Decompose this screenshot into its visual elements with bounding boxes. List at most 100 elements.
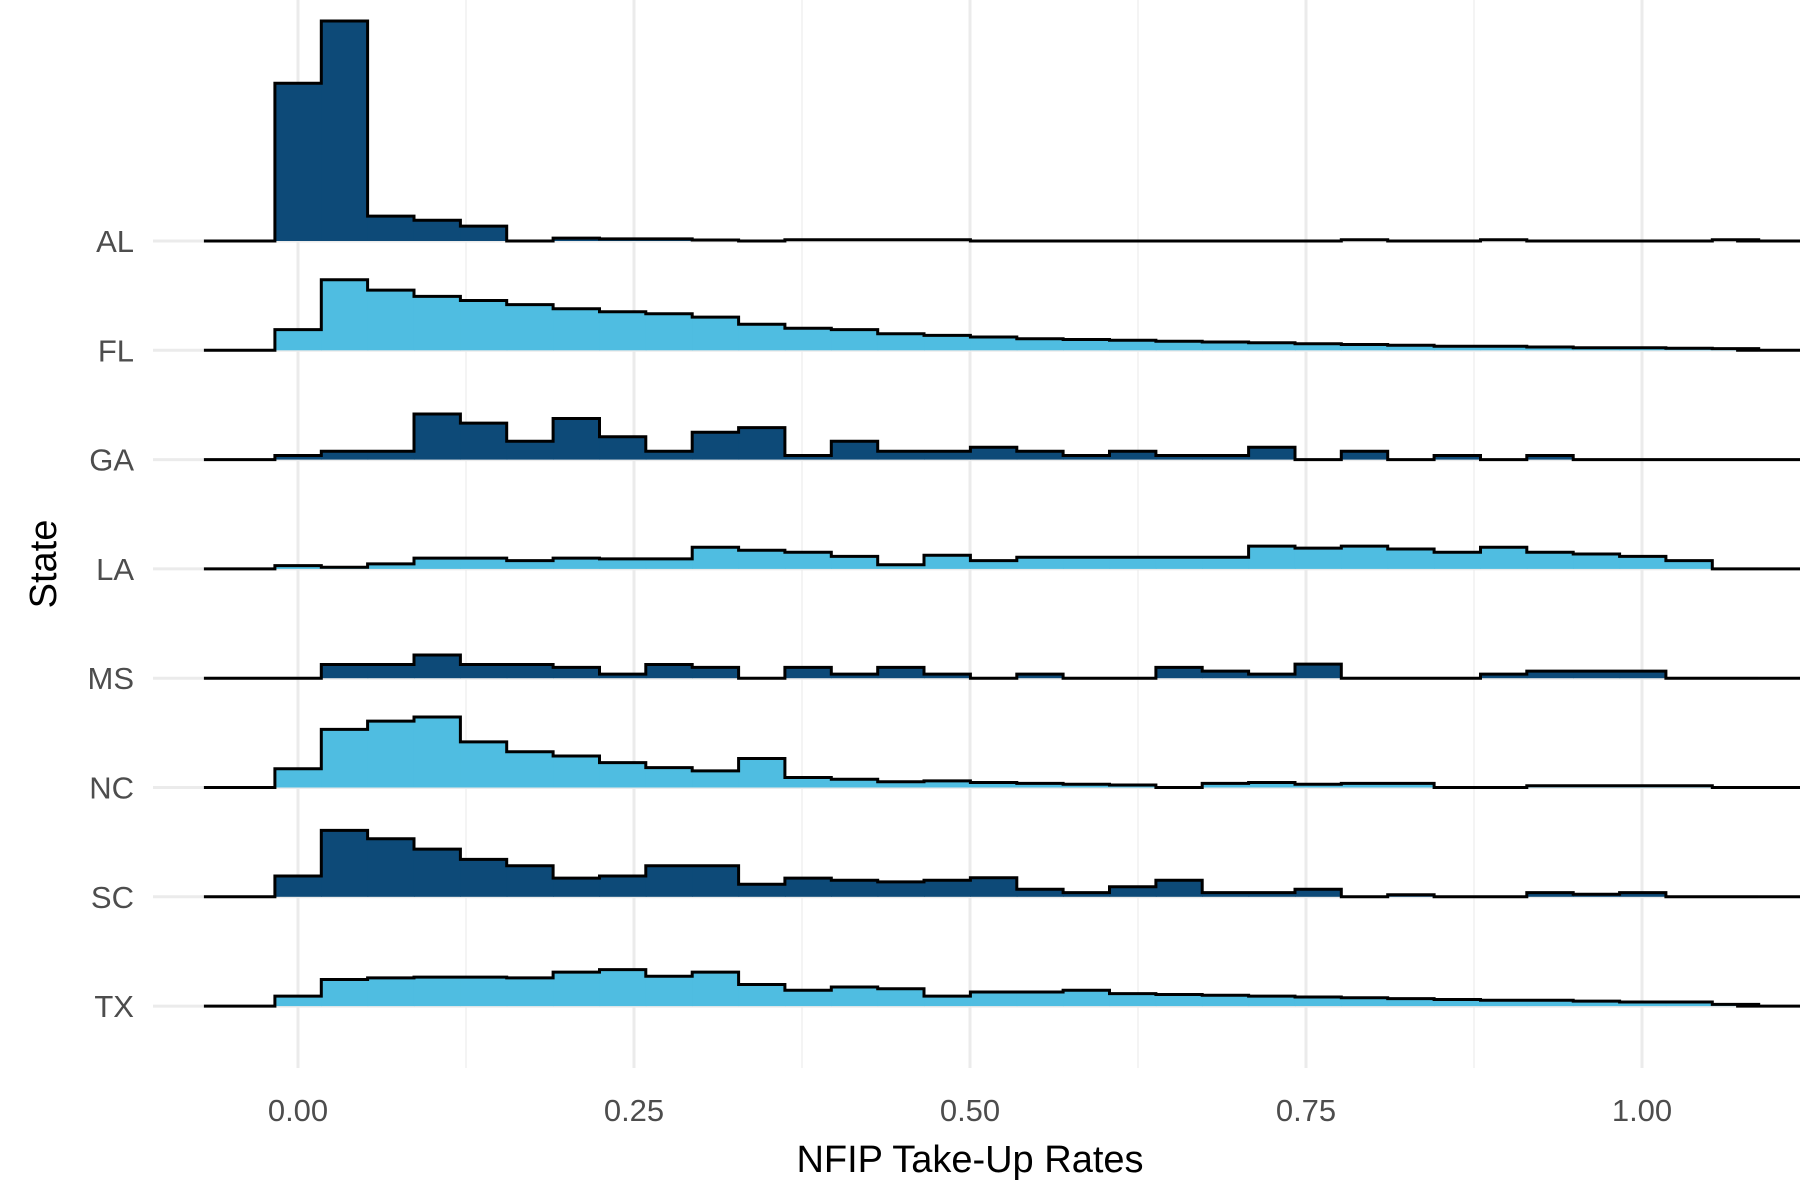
histogram-bin <box>1016 991 1064 1007</box>
histogram-bin <box>1248 782 1296 788</box>
histogram-bin <box>1063 557 1111 569</box>
histogram-bin <box>1573 1001 1621 1007</box>
histogram-bin <box>1202 783 1250 788</box>
histogram-bin <box>924 555 972 569</box>
histogram-bin <box>506 441 554 460</box>
histogram-bin <box>924 780 972 788</box>
histogram-bin <box>1016 674 1064 679</box>
histogram-bin <box>831 779 879 788</box>
histogram-bin <box>645 664 693 679</box>
histogram-bin <box>692 865 740 897</box>
histogram-bin <box>924 996 972 1007</box>
histogram-bin <box>1526 892 1574 897</box>
y-tick-label: NC <box>89 771 134 806</box>
histogram-bin <box>1294 784 1342 788</box>
histogram-bin <box>1294 343 1342 351</box>
histogram-bin <box>1202 557 1250 569</box>
histogram-bin <box>1202 995 1250 1007</box>
ridge-ms <box>203 653 1800 680</box>
histogram-bin <box>692 432 740 460</box>
histogram-bin <box>321 729 369 788</box>
x-tick-label: 1.00 <box>1612 1093 1672 1128</box>
histogram-bin <box>1387 998 1435 1007</box>
histogram-bin <box>1573 553 1621 569</box>
ridge-nc <box>203 715 1800 789</box>
histogram-bin <box>599 674 647 679</box>
histogram-bin <box>274 455 322 460</box>
histogram-bin <box>784 455 832 460</box>
histogram-bin <box>460 977 508 1007</box>
histogram-bin <box>877 881 925 897</box>
histogram-bin <box>599 311 647 351</box>
histogram-bin <box>599 969 647 1007</box>
histogram-bin <box>413 296 461 351</box>
histogram-bin <box>692 317 740 351</box>
histogram-bin <box>321 664 369 679</box>
x-tick-label: 0.75 <box>1276 1093 1336 1128</box>
histogram-bin <box>1341 344 1389 351</box>
y-tick-label: LA <box>96 552 134 587</box>
histogram-bin <box>1619 671 1667 679</box>
x-tick-label: 0.00 <box>268 1093 328 1128</box>
histogram-bin <box>1063 784 1111 788</box>
ridge-outline <box>203 715 1800 789</box>
histogram-bin <box>367 290 415 351</box>
ridge-fl <box>203 278 1800 352</box>
histogram-bin <box>831 674 879 679</box>
y-tick-label: GA <box>89 443 134 478</box>
ridge-ga <box>203 412 1800 462</box>
histogram-bin <box>1202 892 1250 897</box>
ridge-la <box>203 544 1800 571</box>
histogram-bin <box>1387 548 1435 569</box>
histogram-bin <box>1341 997 1389 1007</box>
histogram-bin <box>599 436 647 460</box>
histogram-bin <box>738 884 786 897</box>
histogram-bin <box>877 451 925 460</box>
ridge-outline <box>203 278 1800 352</box>
ridge-outline <box>203 544 1800 571</box>
histogram-bin <box>1109 340 1157 351</box>
histogram-bin <box>1480 346 1528 351</box>
histogram-bin <box>877 564 925 569</box>
histogram-bin <box>321 451 369 460</box>
histogram-bin <box>1016 557 1064 569</box>
ridge-outline <box>203 653 1800 680</box>
y-tick-label: TX <box>94 989 134 1024</box>
histogram-bin <box>1665 1001 1713 1007</box>
grid <box>153 0 1758 1068</box>
histogram-bin <box>553 308 601 351</box>
histogram-bin <box>1202 455 1250 460</box>
histogram-bin <box>738 427 786 460</box>
histogram-bin <box>1248 342 1296 351</box>
histogram-bin <box>1294 889 1342 897</box>
histogram-bin <box>738 758 786 788</box>
histogram-bin <box>1202 671 1250 679</box>
ridge-outline <box>203 19 1800 243</box>
histogram-bin <box>274 768 322 788</box>
histogram-bin <box>460 741 508 788</box>
histogram-bin <box>645 976 693 1007</box>
histogram-bin <box>321 830 369 897</box>
histogram-bin <box>1016 783 1064 788</box>
histogram-bin <box>506 304 554 351</box>
histogram-bin <box>970 560 1018 569</box>
histogram-bin <box>1016 338 1064 351</box>
x-tick-labels: 0.00 0.25 0.50 0.75 1.00 <box>268 1093 1672 1128</box>
histogram-bin <box>367 451 415 460</box>
histogram-bin <box>645 558 693 569</box>
histogram-bin <box>877 781 925 788</box>
ridge-outline <box>203 828 1800 899</box>
ridge-al <box>203 19 1800 243</box>
histogram-bin <box>692 667 740 679</box>
histogram-bin <box>970 877 1018 897</box>
histogram-bin <box>599 558 647 569</box>
histogram-bin <box>460 300 508 351</box>
histogram-bin <box>784 990 832 1007</box>
histogram-bin <box>1248 996 1296 1007</box>
y-axis-title: State <box>23 520 65 609</box>
histogram-bin <box>321 21 369 241</box>
histogram-bin <box>738 550 786 569</box>
histogram-bin <box>1526 346 1574 351</box>
y-tick-label: FL <box>98 333 134 368</box>
x-tick-label: 0.25 <box>604 1093 664 1128</box>
